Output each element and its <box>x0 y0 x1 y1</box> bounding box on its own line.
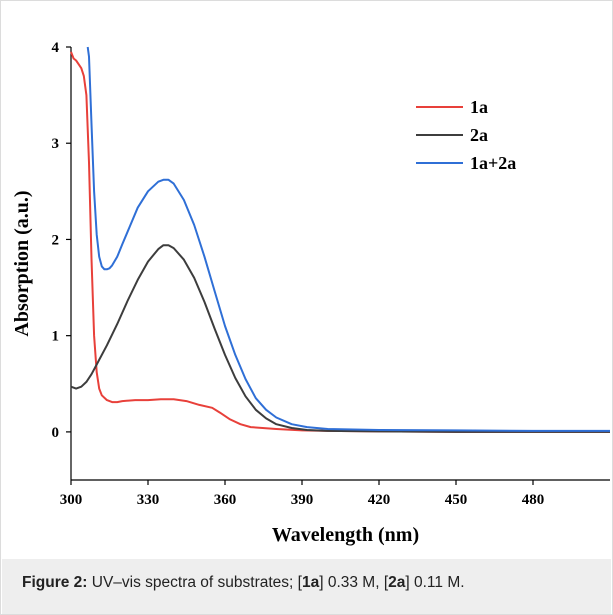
legend-label: 2a <box>470 125 488 145</box>
legend-label: 1a+2a <box>470 153 516 173</box>
y-tick-label: 3 <box>52 136 60 152</box>
x-tick-label: 450 <box>445 492 468 508</box>
y-tick-label: 2 <box>52 232 60 248</box>
caption-text-2: ] 0.33 M, [ <box>319 574 389 591</box>
caption-text-3: ] 0.11 M. <box>405 574 465 591</box>
series-line-2a <box>70 244 610 433</box>
y-tick-label: 0 <box>52 425 60 441</box>
series-line-1a <box>70 51 610 433</box>
legend: 1a 2a 1a+2a <box>416 97 516 173</box>
x-axis-ticks: 300 330 360 390 420 450 480 <box>60 480 545 508</box>
series-line-1a-2a <box>86 46 610 432</box>
uv-vis-chart: 300 330 360 390 420 450 480 0 1 2 3 4 1a 2a 1a+2a Wa… <box>11 40 610 546</box>
y-axis-title: Absorption (a.u.) <box>11 190 33 336</box>
caption-bold-2a: 2a <box>388 574 406 591</box>
x-tick-label: 330 <box>137 492 160 508</box>
chart-area: 300 330 360 390 420 450 480 0 1 2 3 4 1a 2a 1a+2a Wa… <box>2 2 611 559</box>
legend-label: 1a <box>470 97 488 117</box>
x-tick-label: 390 <box>291 492 314 508</box>
x-tick-label: 480 <box>522 492 545 508</box>
y-tick-label: 4 <box>52 40 60 56</box>
axes <box>70 47 610 481</box>
figure-caption: Figure 2: UV–vis spectra of substrates; … <box>2 559 611 614</box>
caption-bold-1a: 1a <box>301 574 320 591</box>
caption-label: Figure 2: <box>22 574 88 591</box>
x-tick-label: 420 <box>368 492 391 508</box>
x-axis-title: Wavelength (nm) <box>272 524 419 546</box>
series-group <box>70 46 610 433</box>
x-tick-label: 300 <box>60 492 83 508</box>
x-tick-label: 360 <box>214 492 237 508</box>
y-tick-label: 1 <box>52 329 60 345</box>
y-axis-ticks: 0 1 2 3 4 <box>52 40 71 441</box>
caption-text-1: UV–vis spectra of substrates; [ <box>87 574 302 591</box>
